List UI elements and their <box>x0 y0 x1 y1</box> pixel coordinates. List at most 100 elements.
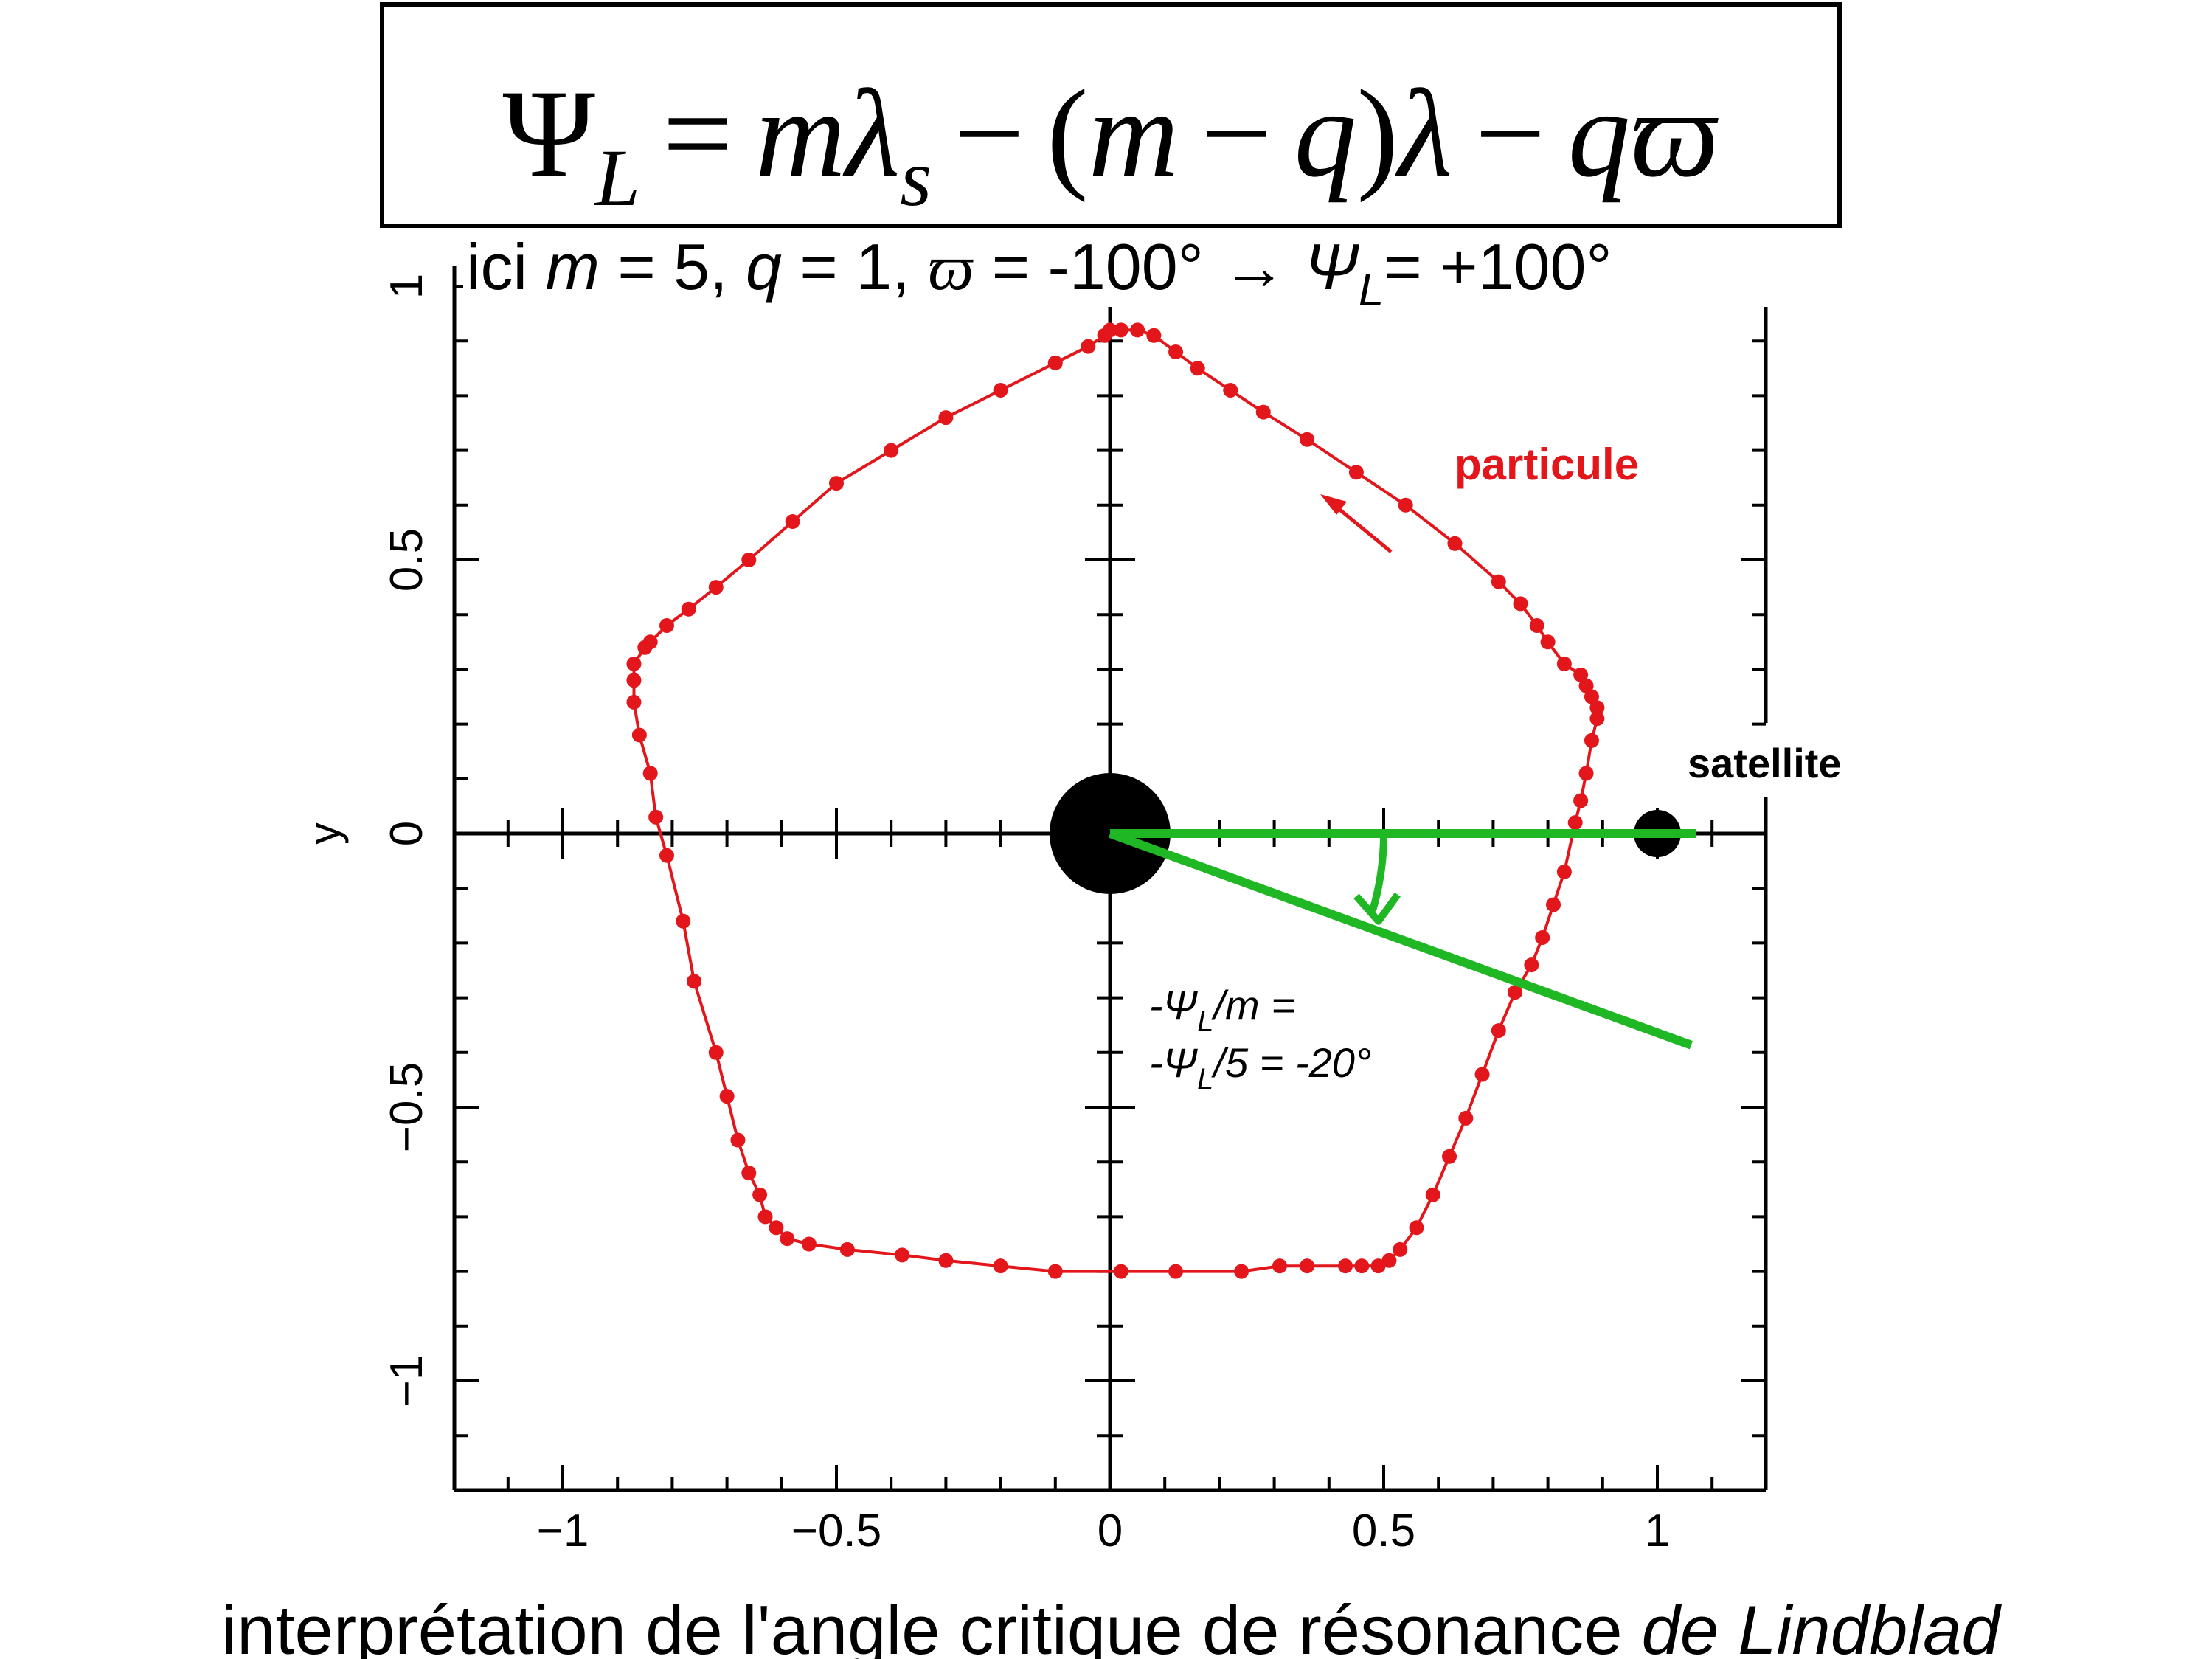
orbit-point <box>1234 1264 1249 1279</box>
y-axis-label: y <box>299 822 349 845</box>
orbit-point <box>1491 574 1506 589</box>
orbit-point <box>741 1166 757 1181</box>
angle-arrowhead <box>1353 892 1401 925</box>
orbit-point <box>1458 1110 1474 1126</box>
orbit-point <box>1348 465 1364 480</box>
orbit-point <box>1409 1220 1424 1236</box>
orbit-point <box>730 1132 746 1148</box>
orbit-point <box>659 618 674 634</box>
formula-box <box>380 2 1842 228</box>
orbit-point <box>1535 929 1550 945</box>
orbit-point <box>1578 678 1594 693</box>
y-tick-label: 0 <box>381 821 432 846</box>
y-tick-label: 0.5 <box>381 528 432 592</box>
orbit-point <box>780 1231 795 1247</box>
orbit-point <box>1529 618 1544 634</box>
orbit-point <box>839 1241 855 1257</box>
orbit-point <box>769 1220 784 1236</box>
orbit-point <box>938 1253 954 1268</box>
orbit-point <box>1146 328 1162 343</box>
orbit-point <box>1370 1258 1386 1274</box>
orbit-point <box>1589 700 1605 716</box>
critical-angle-ray <box>1108 829 1693 1050</box>
orbit-point <box>1589 711 1605 727</box>
orbit-point <box>1513 596 1528 612</box>
orbit-point <box>1398 497 1413 513</box>
orbit-point <box>829 476 844 491</box>
angle-construction <box>1108 829 1696 1050</box>
direction-arrow <box>1332 503 1393 553</box>
orbit-point <box>1047 355 1063 370</box>
orbit-point <box>1338 1258 1353 1274</box>
orbit-point <box>687 974 702 989</box>
orbit-point <box>1255 404 1271 420</box>
orbit-point <box>1113 322 1128 338</box>
orbit-point <box>626 673 642 688</box>
satellite-label-backdrop <box>1682 736 1884 792</box>
direction-arrowhead <box>1320 494 1347 515</box>
x-tick-label: 0 <box>1098 1506 1123 1556</box>
orbit-point <box>1081 339 1096 354</box>
orbit-point <box>708 580 724 595</box>
orbit-point <box>1578 766 1594 781</box>
orbit-point <box>1474 1067 1490 1082</box>
angle-note-line1: -ΨL/m = <box>1149 982 1295 1038</box>
orbit-point <box>785 514 800 530</box>
orbit-point <box>1573 793 1589 808</box>
x-tick-label: 0.5 <box>1352 1506 1415 1556</box>
orbit-point <box>708 1045 724 1060</box>
orbit-point <box>1223 382 1238 398</box>
orbit-point <box>1168 344 1184 360</box>
y-tick-label: 1 <box>381 274 432 299</box>
particule-label: particule <box>1455 440 1639 489</box>
params-text: ici m = 5, q = 1, ϖ = -100° → ΨL= +100° <box>466 230 1612 316</box>
orbit-point <box>752 1187 768 1202</box>
orbit-point <box>648 809 664 825</box>
orbit-point <box>741 553 757 567</box>
y-tick-label: −0.5 <box>381 1062 432 1152</box>
orbit-point <box>626 694 642 710</box>
orbit-point <box>719 1089 735 1104</box>
orbit-point <box>895 1247 910 1263</box>
orbit-point <box>1381 1253 1397 1268</box>
orbit-point <box>1272 1258 1288 1274</box>
orbit-point <box>757 1209 773 1225</box>
orbit-point <box>1540 634 1556 650</box>
params-backdrop <box>463 233 1776 307</box>
angle-note-line2: -ΨL/5 = -20° <box>1149 1039 1371 1095</box>
orbit-point <box>1300 432 1315 447</box>
orbit-point <box>1393 1241 1408 1257</box>
orbit-point <box>681 601 696 617</box>
satellite-label: satellite <box>1688 740 1842 786</box>
orbit-point <box>1556 864 1572 879</box>
orbit-point <box>1508 985 1523 1000</box>
orbit-point <box>1491 1023 1506 1039</box>
formula: ΨL = mλs − (m − q)λ − qϖ <box>502 64 1719 223</box>
orbit-point <box>1556 656 1572 671</box>
orbit-point <box>1447 536 1463 551</box>
orbit-point <box>1354 1258 1370 1274</box>
orbit-point <box>1190 361 1205 376</box>
y-tick-label: −1 <box>381 1355 432 1407</box>
caption: interprétation de l'angle critique de ré… <box>221 1591 2002 1659</box>
orbit-point <box>631 727 647 743</box>
x-tick-label: 1 <box>1645 1506 1670 1556</box>
orbit-point <box>1584 689 1599 704</box>
orbit-series <box>626 322 1605 1279</box>
orbit-point <box>676 913 691 929</box>
orbit-point <box>1130 322 1145 338</box>
orbit-point <box>1567 815 1583 831</box>
orbit-point <box>642 766 658 781</box>
tick-labels: −1 −0.5 0 0.5 1 −1 −0.5 0 0.5 1 <box>381 274 1670 1556</box>
orbit-point <box>993 382 1008 398</box>
orbit-point <box>1103 322 1117 338</box>
orbit-point <box>1584 732 1599 748</box>
orbit-point <box>659 848 674 863</box>
angle-arc <box>1369 837 1387 912</box>
x-tick-label: −1 <box>537 1506 589 1556</box>
orbit-point <box>1524 957 1539 973</box>
orbit-point <box>1546 897 1561 912</box>
orbit-point <box>1425 1187 1440 1202</box>
orbit-point <box>1168 1264 1184 1279</box>
